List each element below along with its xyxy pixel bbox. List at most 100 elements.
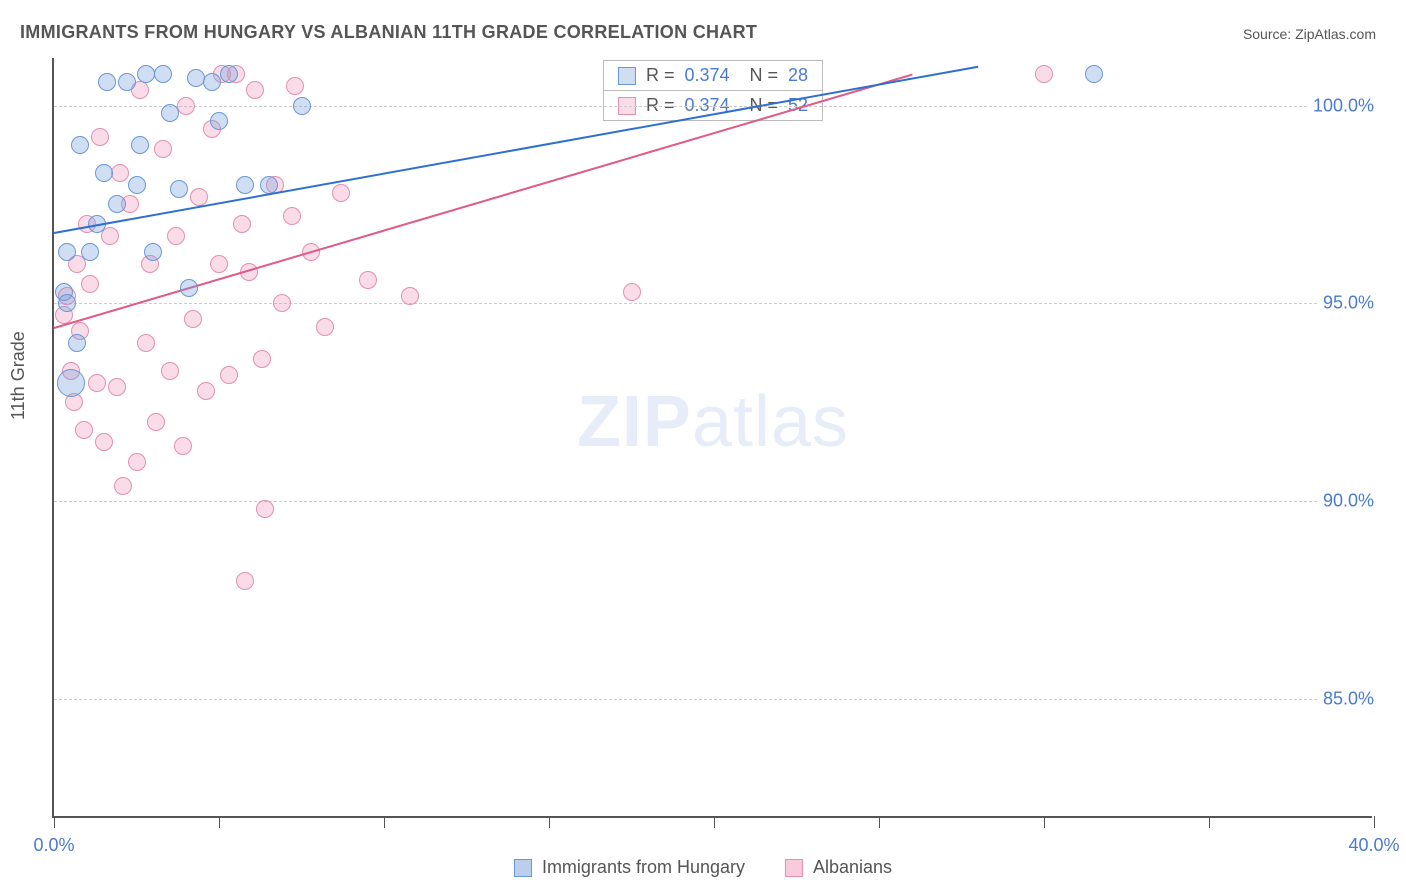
scatter-point — [71, 136, 89, 154]
scatter-point — [174, 437, 192, 455]
scatter-point — [236, 572, 254, 590]
scatter-point — [88, 374, 106, 392]
scatter-point — [128, 453, 146, 471]
x-tick — [1209, 816, 1210, 828]
scatter-point — [81, 275, 99, 293]
scatter-point — [197, 382, 215, 400]
scatter-point — [177, 97, 195, 115]
scatter-point — [81, 243, 99, 261]
x-tick — [549, 816, 550, 828]
scatter-point — [98, 73, 116, 91]
scatter-point — [283, 207, 301, 225]
scatter-point — [187, 69, 205, 87]
scatter-point — [256, 500, 274, 518]
scatter-point — [108, 378, 126, 396]
scatter-point — [161, 362, 179, 380]
chart-plot-area: ZIPatlas R =0.374 N =28R =0.374 N =52 85… — [52, 58, 1372, 818]
scatter-point — [118, 73, 136, 91]
legend-label: Immigrants from Hungary — [542, 857, 745, 878]
scatter-point — [95, 164, 113, 182]
scatter-point — [167, 227, 185, 245]
y-tick-label: 100.0% — [1307, 95, 1374, 116]
watermark-rest: atlas — [692, 382, 849, 462]
scatter-point — [184, 310, 202, 328]
y-axis-label: 11th Grade — [8, 331, 29, 420]
legend-swatch — [514, 859, 532, 877]
legend-label: Albanians — [813, 857, 892, 878]
scatter-point — [147, 413, 165, 431]
stat-n-value: 28 — [788, 65, 808, 86]
x-tick — [1044, 816, 1045, 828]
scatter-point — [1035, 65, 1053, 83]
scatter-point — [210, 255, 228, 273]
watermark-bold: ZIP — [577, 382, 692, 462]
x-tick-label: 0.0% — [33, 835, 74, 856]
scatter-point — [233, 215, 251, 233]
scatter-point — [131, 136, 149, 154]
scatter-point — [203, 73, 221, 91]
scatter-point — [220, 366, 238, 384]
scatter-point — [286, 77, 304, 95]
scatter-point — [111, 164, 129, 182]
y-tick-label: 90.0% — [1317, 491, 1374, 512]
scatter-point — [623, 283, 641, 301]
x-tick — [219, 816, 220, 828]
scatter-point — [1085, 65, 1103, 83]
x-tick — [714, 816, 715, 828]
stat-r-label: R = — [646, 65, 675, 86]
scatter-point — [75, 421, 93, 439]
scatter-point — [332, 184, 350, 202]
scatter-point — [316, 318, 334, 336]
scatter-point — [57, 369, 85, 397]
source-attribution: Source: ZipAtlas.com — [1243, 26, 1376, 42]
scatter-point — [253, 350, 271, 368]
x-tick — [1374, 816, 1375, 828]
scatter-point — [273, 294, 291, 312]
gridline-h — [54, 303, 1372, 304]
scatter-point — [95, 433, 113, 451]
scatter-point — [260, 176, 278, 194]
correlation-stats-box: R =0.374 N =28R =0.374 N =52 — [603, 60, 823, 121]
scatter-point — [180, 279, 198, 297]
y-tick-label: 95.0% — [1317, 293, 1374, 314]
gridline-h — [54, 501, 1372, 502]
scatter-point — [58, 294, 76, 312]
x-tick — [879, 816, 880, 828]
source-label: Source: — [1243, 26, 1291, 42]
trend-line — [54, 66, 978, 234]
legend-bottom: Immigrants from Hungary Albanians — [514, 857, 892, 878]
x-tick — [54, 816, 55, 828]
scatter-point — [114, 477, 132, 495]
scatter-point — [293, 97, 311, 115]
legend-item: Immigrants from Hungary — [514, 857, 745, 878]
scatter-point — [246, 81, 264, 99]
stat-n-label: N = — [740, 65, 779, 86]
scatter-point — [401, 287, 419, 305]
y-tick-label: 85.0% — [1317, 689, 1374, 710]
scatter-point — [144, 243, 162, 261]
scatter-point — [170, 180, 188, 198]
scatter-point — [137, 65, 155, 83]
x-tick — [384, 816, 385, 828]
scatter-point — [128, 176, 146, 194]
legend-swatch — [618, 67, 636, 85]
scatter-point — [154, 65, 172, 83]
legend-item: Albanians — [785, 857, 892, 878]
scatter-point — [190, 188, 208, 206]
scatter-point — [91, 128, 109, 146]
legend-swatch — [785, 859, 803, 877]
chart-title: IMMIGRANTS FROM HUNGARY VS ALBANIAN 11TH… — [20, 22, 757, 43]
gridline-h — [54, 699, 1372, 700]
stats-row: R = 0.374 N = 28 — [604, 61, 822, 90]
scatter-point — [137, 334, 155, 352]
gridline-h — [54, 106, 1372, 107]
source-value: ZipAtlas.com — [1295, 26, 1376, 42]
scatter-point — [220, 65, 238, 83]
x-tick-label: 40.0% — [1348, 835, 1399, 856]
scatter-point — [359, 271, 377, 289]
stat-r-value: 0.374 — [684, 65, 729, 86]
scatter-point — [161, 104, 179, 122]
scatter-point — [68, 334, 86, 352]
watermark: ZIPatlas — [577, 381, 849, 463]
scatter-point — [154, 140, 172, 158]
